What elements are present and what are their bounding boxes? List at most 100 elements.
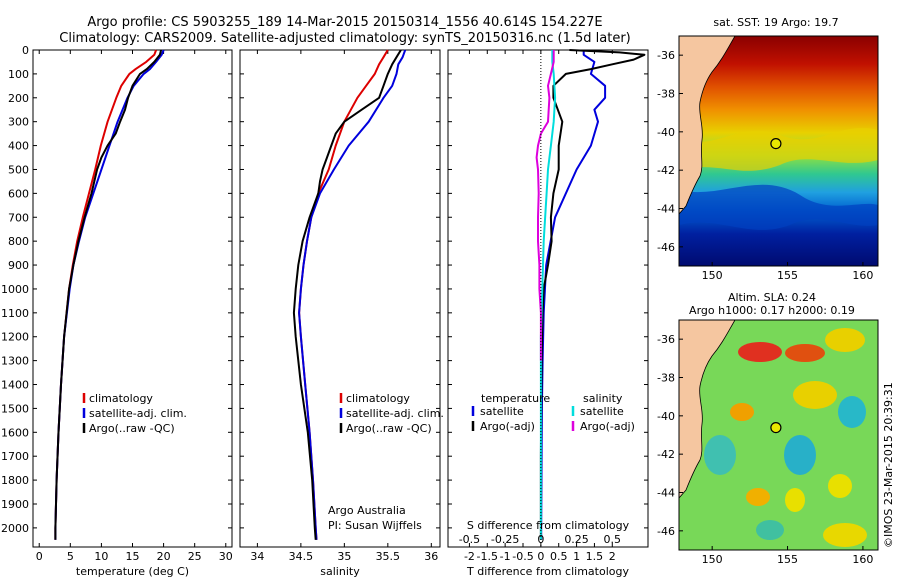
difference-panel: -2 -1.5 -1 -0.5 0 0.5 1 1.5 2T difference from c… <box>447 49 649 578</box>
depth-tick-label: 1000 <box>1 283 29 296</box>
depth-tick-label: 0 <box>22 44 29 57</box>
difference-legend-title-temperature: temperature <box>481 392 550 405</box>
difference-legend-label: satellite <box>480 405 524 418</box>
salinity-diff-tick-label: 0 <box>537 533 544 546</box>
salinity-legend-label: satellite-adj. clim. <box>346 407 444 420</box>
imos-credit: ©IMOS 23-Mar-2015 20:39:31 <box>882 382 895 548</box>
sla-map: Altim. SLA: 0.24 Argo h1000: 0.17 h2000:… <box>678 291 879 551</box>
salinity-series-line <box>298 49 407 540</box>
salinity-diff-tick-label: 0.25 <box>564 533 589 546</box>
temperature-xtick-label: 20 <box>157 550 171 563</box>
temperature-xtick-label: 25 <box>188 550 202 563</box>
sst_map-xtick-label: 155 <box>777 269 798 282</box>
depth-tick-label: 700 <box>8 211 29 224</box>
depth-tick-label: 800 <box>8 235 29 248</box>
depth-tick-label: 100 <box>8 68 29 81</box>
sst_map-ytick-label: -36 <box>657 49 675 62</box>
sla_map-ytick-label: -46 <box>657 525 675 538</box>
sla_map-xtick-label: 155 <box>777 553 798 566</box>
salinity-diff-tick-label: -0.5 <box>459 533 480 546</box>
depth-tick-label: 900 <box>8 259 29 272</box>
difference-xtick-label: 0.5 <box>550 550 568 563</box>
difference-series-line <box>539 50 557 540</box>
depth-tick-label: 1900 <box>1 498 29 511</box>
difference-xlabel: T difference from climatology <box>466 565 629 578</box>
difference-xtick-label: 0 <box>537 550 544 563</box>
sst_map-xtick-label: 150 <box>702 269 723 282</box>
header-line2: Climatology: CARS2009. Satellite-adjuste… <box>59 31 631 46</box>
salinity-xlabel: salinity <box>320 565 360 578</box>
sst_map-ytick-label: -38 <box>657 88 675 101</box>
header-line1: Argo profile: CS 5903255_189 14-Mar-2015… <box>87 15 602 30</box>
depth-tick-label: 1400 <box>1 379 29 392</box>
sla-map-title-2: Argo h1000: 0.17 h2000: 0.19 <box>689 304 855 317</box>
difference-series-line <box>535 50 555 361</box>
difference-xtick-label: 2 <box>609 550 616 563</box>
sla_map-ytick-label: -40 <box>657 410 675 423</box>
salinity-xtick-label: 34.5 <box>289 550 314 563</box>
sla_map-ytick-label: -38 <box>657 372 675 385</box>
salinity-diff-xlabel: S difference from climatology <box>467 519 630 532</box>
temperature-legend-label: climatology <box>89 392 153 405</box>
sst_map-ytick-label: -46 <box>657 241 675 254</box>
salinity-xtick-label: 36 <box>424 550 438 563</box>
salinity-xtick-label: 34 <box>250 550 264 563</box>
depth-tick-label: 500 <box>8 163 29 176</box>
sst_map-ytick-label: -42 <box>657 164 675 177</box>
salinity-legend-label: climatology <box>346 392 410 405</box>
temperature-panel: 0 5 10 15 20 25 300100200300400500600700800900… <box>1 44 233 578</box>
depth-tick-label: 1200 <box>1 331 29 344</box>
temperature-xtick-label: 30 <box>219 550 233 563</box>
salinity-xtick-label: 35 <box>337 550 351 563</box>
difference-xtick-label: -2 <box>464 550 475 563</box>
depth-tick-label: 1800 <box>1 474 29 487</box>
temperature-plot-area <box>32 49 233 548</box>
depth-tick-label: 1100 <box>1 307 29 320</box>
sst-land <box>679 36 736 215</box>
depth-tick-label: 1300 <box>1 355 29 368</box>
difference-legend-title-salinity: salinity <box>583 392 623 405</box>
difference-plot-area <box>447 49 649 548</box>
salinity-legend-label: Argo(..raw -QC) <box>346 422 432 435</box>
salinity-series-line <box>292 49 402 540</box>
difference-legend-label: Argo(-adj) <box>480 420 535 433</box>
sla_map-ytick-label: -42 <box>657 448 675 461</box>
difference-xtick-label: 1 <box>573 550 580 563</box>
difference-xtick-label: -1 <box>500 550 511 563</box>
temperature-xtick-label: 10 <box>94 550 108 563</box>
sla-float-marker <box>770 422 782 434</box>
temperature-xtick-label: 15 <box>126 550 140 563</box>
depth-tick-label: 200 <box>8 92 29 105</box>
depth-tick-label: 2000 <box>1 522 29 535</box>
sla_map-ytick-label: -44 <box>657 487 675 500</box>
difference-legend-label: satellite <box>580 405 624 418</box>
salinity-annotation-line2: PI: Susan Wijffels <box>328 519 422 532</box>
temperature-series-line <box>54 49 163 540</box>
depth-tick-label: 400 <box>8 140 29 153</box>
sst-map-title: sat. SST: 19 Argo: 19.7 <box>713 16 838 29</box>
temperature-xtick-label: 5 <box>67 550 74 563</box>
depth-tick-label: 600 <box>8 187 29 200</box>
temperature-legend-label: satellite-adj. clim. <box>89 407 187 420</box>
temperature-xtick-label: 0 <box>36 550 43 563</box>
sst-map: sat. SST: 19 Argo: 19.7 <box>678 16 879 267</box>
sst_map-xtick-label: 160 <box>852 269 873 282</box>
temperature-xlabel: temperature (deg C) <box>76 565 189 578</box>
sst_map-ytick-label: -44 <box>657 203 675 216</box>
salinity-panel: 34 34.5 35 35.5 36 salinity climatology satelli… <box>239 49 444 578</box>
sla_map-ytick-label: -36 <box>657 333 675 346</box>
depth-tick-label: 1500 <box>1 402 29 415</box>
salinity-diff-tick-label: -0.25 <box>491 533 519 546</box>
difference-xtick-label: -1.5 <box>477 550 498 563</box>
sst-float-marker <box>770 138 782 150</box>
difference-xtick-label: -0.5 <box>512 550 533 563</box>
difference-legend-label: Argo(-adj) <box>580 420 635 433</box>
depth-tick-label: 1700 <box>1 450 29 463</box>
salinity-diff-tick-label: 0.5 <box>604 533 622 546</box>
depth-tick-label: 300 <box>8 116 29 129</box>
sla_map-xtick-label: 150 <box>702 553 723 566</box>
map-axes: 150 155 160 -36 -38 -40 -42 -44 -46 150 155 160 -36 -… <box>657 49 873 566</box>
salinity-annotation-line1: Argo Australia <box>328 504 406 517</box>
salinity-xtick-label: 35.5 <box>376 550 401 563</box>
